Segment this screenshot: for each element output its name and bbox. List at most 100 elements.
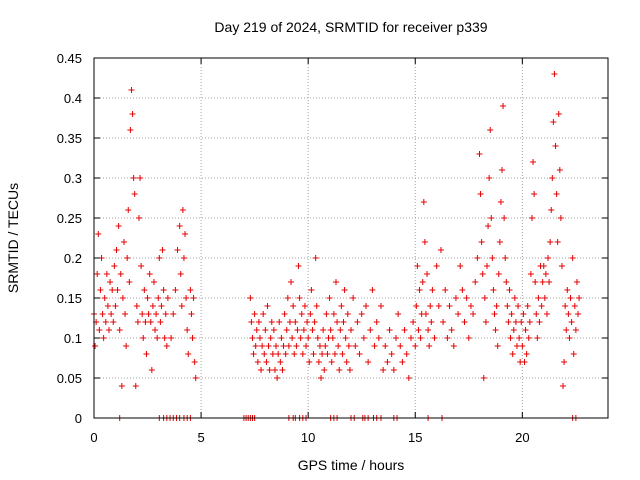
data-point (162, 311, 169, 317)
data-point (545, 255, 552, 261)
data-point (567, 295, 574, 301)
data-point (138, 263, 145, 269)
data-point (128, 87, 135, 93)
data-point (154, 335, 161, 341)
data-point (343, 359, 350, 365)
data-point (527, 271, 534, 277)
data-point (282, 351, 289, 357)
y-axis-label: SRMTID / TECUs (5, 183, 21, 293)
data-point (118, 383, 125, 389)
data-point (348, 327, 354, 333)
data-point (568, 319, 575, 325)
data-point (285, 343, 292, 349)
data-point (457, 263, 464, 269)
data-point (180, 255, 187, 261)
data-point (535, 295, 542, 301)
data-point (336, 367, 343, 373)
data-point (496, 239, 503, 245)
data-point (516, 335, 523, 341)
data-point (569, 255, 576, 261)
data-point (380, 367, 387, 373)
y-tick-label: 0.15 (57, 291, 82, 306)
data-point (493, 303, 500, 309)
data-point (160, 287, 167, 293)
data-point (560, 383, 567, 389)
data-point (523, 351, 530, 357)
data-point (286, 319, 293, 325)
data-point (407, 335, 414, 341)
data-point (365, 359, 372, 365)
data-point (536, 319, 543, 325)
data-point (542, 271, 549, 277)
data-point (113, 247, 120, 253)
data-point (448, 327, 455, 333)
data-point (179, 207, 186, 213)
data-point (417, 335, 424, 341)
data-point (534, 335, 541, 341)
data-point (427, 303, 434, 309)
data-point (478, 239, 485, 245)
y-tick-label: 0.1 (64, 331, 82, 346)
data-point (390, 367, 397, 373)
data-point (371, 343, 378, 349)
data-point (298, 311, 305, 317)
data-point (519, 343, 526, 349)
data-point (526, 319, 533, 325)
data-point (146, 271, 153, 277)
data-point (346, 367, 353, 373)
y-tick-labels: 0 0.05 0.1 0.15 0.2 0.25 0.3 0.35 0.4 0.45 (57, 51, 82, 426)
data-point (510, 327, 517, 333)
data-point (505, 319, 512, 325)
data-point (174, 247, 181, 253)
data-point (561, 359, 568, 365)
data-point (421, 239, 428, 245)
data-point (92, 343, 99, 349)
data-point (562, 303, 569, 309)
data-point (157, 319, 164, 325)
data-point (312, 255, 319, 261)
data-point (280, 343, 287, 349)
data-point (105, 327, 112, 333)
data-point (144, 295, 151, 301)
data-point (299, 351, 306, 357)
data-point (401, 327, 408, 333)
data-point (252, 343, 259, 349)
data-point (308, 287, 315, 293)
data-point (296, 295, 303, 301)
data-point (474, 255, 481, 261)
data-point (268, 319, 275, 325)
data-point (358, 311, 365, 317)
data-point (247, 295, 254, 301)
data-point (337, 327, 344, 333)
data-point (111, 263, 118, 269)
data-point (395, 311, 402, 317)
data-point (486, 175, 493, 181)
data-point (119, 295, 126, 301)
data-point (492, 327, 499, 333)
data-point (521, 359, 528, 365)
x-axis-label: GPS time / hours (298, 457, 405, 473)
data-point (279, 367, 286, 373)
data-point (477, 191, 484, 197)
data-point (416, 287, 423, 293)
data-point (476, 151, 483, 157)
data-point (345, 343, 352, 349)
chart-title: Day 219 of 2024, SRMTID for receiver p33… (214, 19, 487, 35)
data-point (555, 111, 562, 117)
data-point (301, 303, 308, 309)
data-point (558, 263, 565, 269)
data-point (429, 287, 436, 293)
data-point (509, 351, 516, 357)
data-point (159, 247, 166, 253)
x-tick-label: 10 (301, 430, 315, 445)
data-point (479, 271, 486, 277)
data-point (266, 367, 273, 373)
data-point (553, 191, 560, 197)
data-point (571, 303, 578, 309)
data-point (112, 303, 119, 309)
data-point (95, 231, 102, 237)
data-point (187, 287, 194, 293)
data-point (419, 279, 426, 285)
data-point (269, 351, 276, 357)
data-point (377, 303, 384, 309)
